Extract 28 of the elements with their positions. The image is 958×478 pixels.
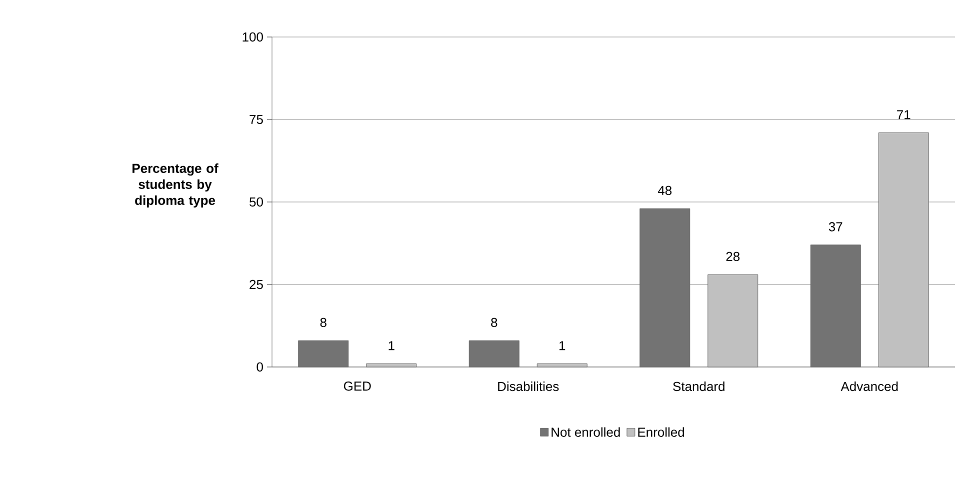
data-label: 71 — [897, 110, 910, 120]
y-tick-label: 75 — [250, 114, 263, 124]
data-label: 8 — [320, 318, 326, 328]
x-tick-label: Standard — [673, 382, 724, 392]
x-tick-label: GED — [344, 382, 371, 391]
bar — [366, 363, 417, 368]
y-tick-label: 100 — [242, 32, 263, 42]
x-tick-label: Disabilities — [498, 382, 559, 392]
bar — [536, 363, 588, 368]
data-label: 37 — [828, 222, 842, 232]
data-label: 1 — [388, 341, 394, 350]
bar — [640, 208, 690, 368]
y-tick-label: 25 — [250, 280, 263, 290]
data-label: 48 — [658, 186, 672, 196]
data-label: 1 — [560, 341, 566, 350]
y-tick-label: 0 — [256, 362, 263, 372]
bar — [298, 340, 349, 368]
bar — [708, 274, 758, 368]
legend-label: Not enrolled — [552, 427, 620, 437]
bar — [810, 244, 861, 368]
y-tick-label: 50 — [250, 197, 263, 207]
legend-label: Enrolled — [638, 427, 684, 437]
bar — [468, 340, 520, 368]
bar — [878, 132, 929, 368]
data-label: 8 — [491, 318, 498, 328]
data-label: 28 — [726, 252, 740, 262]
y-axis-title: Percentage of students by diploma type — [132, 163, 218, 208]
x-tick-label: Advanced — [840, 382, 898, 392]
